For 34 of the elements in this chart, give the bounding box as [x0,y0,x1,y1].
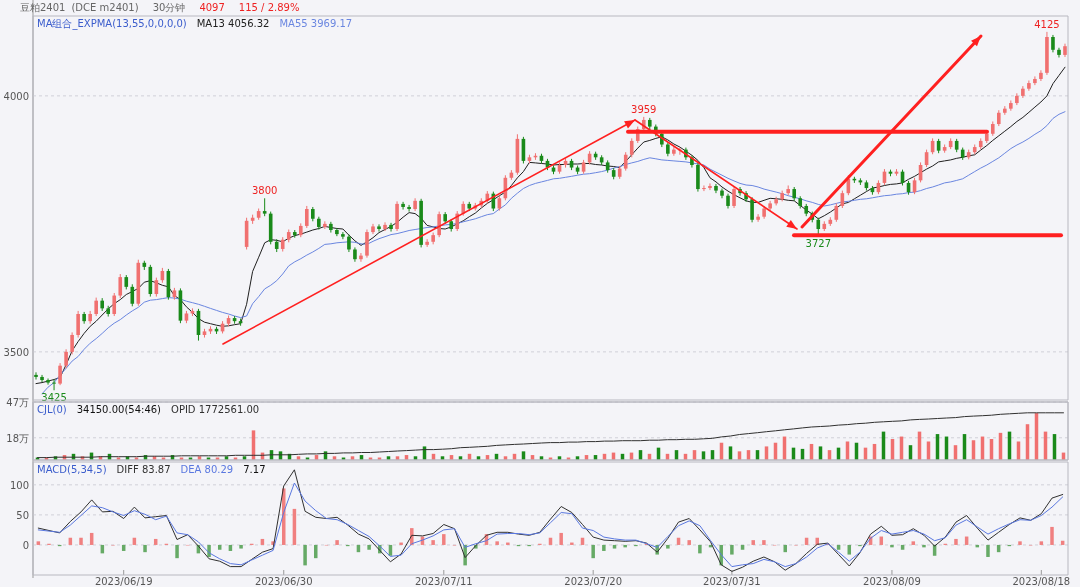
y-tick-label: 47万 [6,397,29,408]
y-tick-label: 4000 [3,90,29,102]
chart-subtitle: MA组合_EXPMA(13,55,0,0,0,0) [37,18,187,30]
annotation: 34150.00(54:46) [76,404,162,415]
x-tick-label: 2023/08/09 [863,576,921,587]
annotation: 3800 [251,185,278,197]
text: OPID 1772561.00 [171,404,260,415]
y-tick-label: 18万 [6,432,29,444]
text: MA55 3969.17 [279,18,353,29]
chart-subtitle: CJL(0) [37,404,67,415]
text: DEA 80.29 [180,464,234,475]
x-tick-label: 2023/06/30 [254,576,313,587]
y-tick-label: 3500 [3,346,29,358]
text: 115 / 2.89% [238,2,300,13]
y-tick-label: 0 [22,539,29,551]
text: 30分钟 [152,2,186,13]
chart-title: 豆粕2401 [20,2,66,13]
text: DIFF 83.87 [116,464,171,475]
annotation: 4125 [1034,18,1060,30]
annotation: 3425 [41,392,67,404]
x-tick-label: 2023/07/20 [564,576,622,587]
text: 4097 [199,2,225,13]
text: MA13 4056.32 [196,18,270,29]
x-tick-label: 2023/06/19 [94,576,153,587]
y-tick-label: 100 [9,479,29,491]
annotation: 3727 [805,237,831,249]
x-tick-label: 2023/07/31 [703,576,761,587]
x-tick-label: 2023/08/18 [1012,576,1071,587]
annotation: 7.17 [243,464,266,475]
x-tick-label: 2023/07/11 [414,576,473,587]
chart-subtitle: MACD(5,34,5) [37,464,107,475]
text: (DCE m2401) [71,2,139,13]
y-tick-label: 50 [16,509,29,521]
annotation: 3959 [631,103,657,115]
